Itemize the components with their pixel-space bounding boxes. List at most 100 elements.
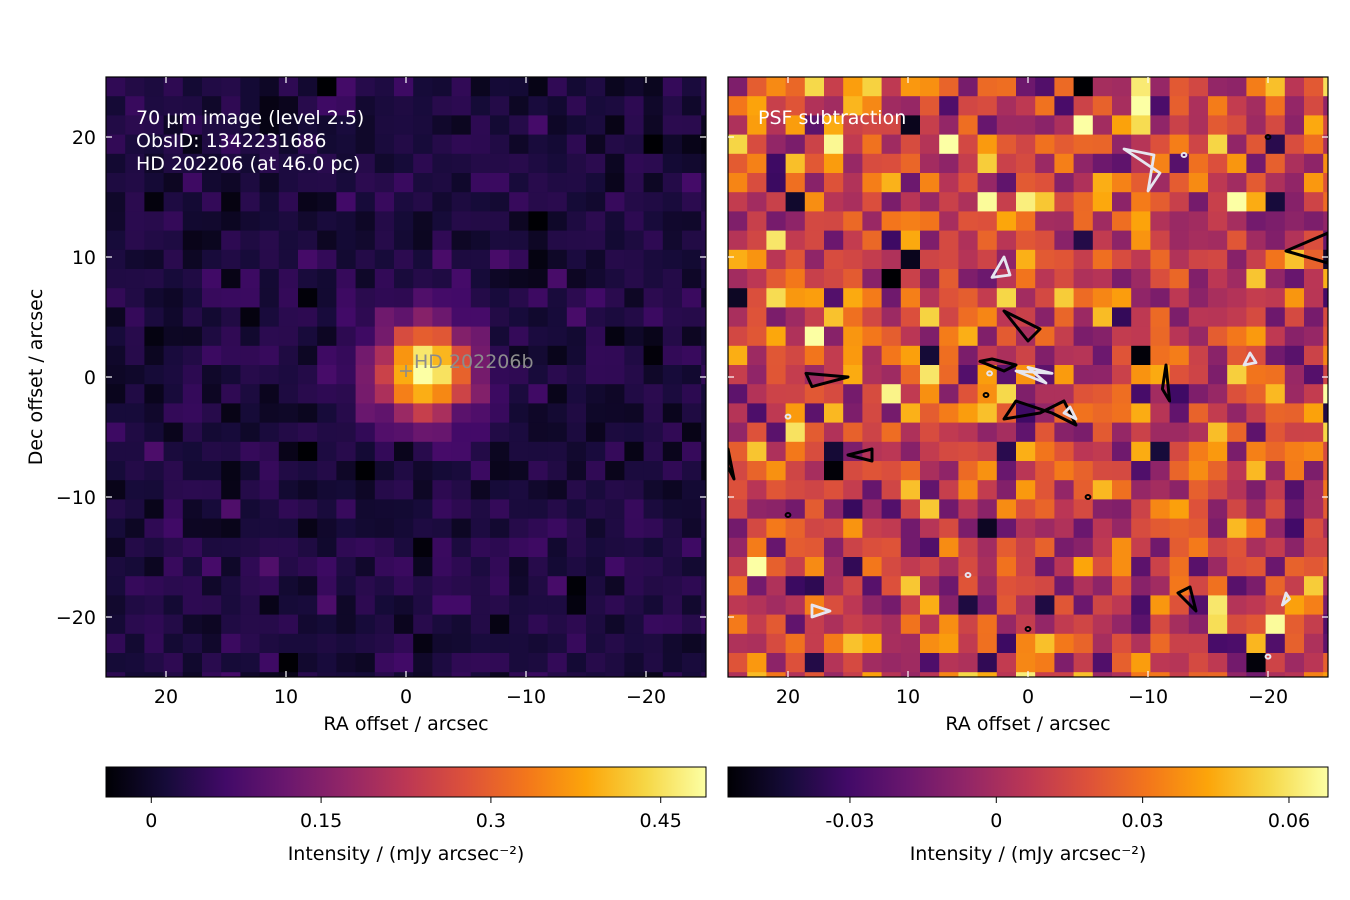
right-image-pixel: [1092, 653, 1113, 673]
left-image-pixel: [125, 384, 145, 404]
right-image-pixel: [862, 403, 883, 424]
right-image-pixel: [1304, 153, 1324, 174]
right-image-pixel: [996, 326, 1017, 347]
right-image-pixel: [1227, 691, 1247, 711]
right-image-pixel: [1208, 403, 1228, 424]
right-image-pixel: [747, 77, 767, 97]
right-image-pixel: [1188, 403, 1209, 424]
right-image-pixel: [785, 153, 806, 174]
x-tick-label: −20: [1248, 686, 1288, 708]
right-image-pixel: [747, 384, 767, 404]
left-image-pixel: [643, 96, 664, 116]
left-image-pixel: [336, 96, 357, 116]
right-image-pixel: [862, 691, 882, 711]
left-image-pixel: [470, 307, 491, 328]
left-image-pixel: [605, 96, 625, 116]
left-image-pixel: [374, 269, 395, 289]
right-image-pixel: [881, 576, 902, 596]
left-image-pixel: [298, 365, 318, 385]
right-image-pixel: [939, 480, 959, 500]
left-image-pixel: [413, 518, 433, 539]
left-image-pixel: [432, 384, 453, 404]
left-image-pixel: [240, 269, 261, 289]
left-image-pixel: [490, 441, 510, 462]
left-image-pixel: [336, 691, 356, 711]
left-image-pixel: [163, 518, 184, 539]
left-image-pixel: [394, 441, 414, 462]
right-image-pixel: [862, 557, 883, 577]
right-image-pixel: [1284, 269, 1305, 289]
left-image-pixel: [624, 345, 645, 366]
left-image-pixel: [586, 403, 606, 424]
right-image-pixel: [958, 499, 979, 520]
left-image-pixel: [643, 365, 664, 385]
left-image-pixel: [662, 288, 683, 308]
left-image-pixel: [221, 595, 241, 616]
left-image-pixel: [509, 672, 529, 677]
left-image-pixel: [202, 653, 222, 673]
left-image-pixel: [470, 518, 491, 539]
right-image-pixel: [1150, 557, 1171, 577]
left-image-pixel: [278, 480, 299, 500]
left-image-pixel: [451, 269, 472, 289]
right-image-pixel: [824, 307, 844, 328]
right-image-pixel: [1304, 192, 1324, 212]
left-image-pixel: [701, 365, 706, 385]
left-image-pixel: [163, 403, 184, 424]
right-image-pixel: [843, 269, 863, 289]
left-image-pixel: [567, 691, 587, 711]
right-image-pixel: [1265, 499, 1286, 520]
right-image-pixel: [862, 365, 883, 385]
right-image-pixel: [1131, 441, 1151, 462]
left-image-pixel: [259, 480, 280, 500]
left-image-pixel: [509, 557, 529, 577]
left-image-pixel: [624, 211, 645, 232]
left-image-pixel: [701, 192, 706, 212]
left-image-pixel: [240, 480, 261, 500]
left-image-pixel: [259, 595, 280, 616]
left-image-pixel: [144, 134, 165, 155]
right-image-pixel: [1304, 422, 1324, 443]
left-image-pixel: [317, 537, 337, 558]
left-image-pixel: [355, 633, 376, 654]
left-image-pixel: [490, 153, 510, 174]
right-image-pixel: [996, 96, 1017, 116]
right-image-pixel: [1131, 96, 1151, 116]
left-image-pixel: [298, 518, 318, 539]
right-image-pixel: [920, 384, 940, 404]
left-image-pixel: [182, 230, 203, 251]
right-image-pixel: [1246, 557, 1267, 577]
left-image-pixel: [566, 153, 587, 174]
right-image-pixel: [1246, 441, 1267, 462]
left-image-pixel: [144, 499, 165, 520]
right-image-pixel: [1284, 326, 1305, 347]
left-image-pixel: [682, 288, 702, 308]
left-image-pixel: [662, 499, 683, 520]
x-tick-label: −10: [1128, 686, 1168, 708]
left-image-pixel: [624, 480, 645, 500]
right-image-pixel: [1054, 269, 1075, 289]
left-image-pixel: [490, 518, 510, 539]
right-image-pixel: [804, 326, 825, 347]
left-image-pixel: [586, 595, 606, 616]
right-image-pixel: [1284, 499, 1305, 520]
left-image-pixel: [624, 614, 645, 635]
left-image-pixel: [605, 77, 625, 97]
left-image-pixel: [298, 230, 318, 251]
right-image-pixel: [1169, 595, 1190, 616]
left-image-pixel: [682, 211, 702, 232]
right-image-pixel: [1131, 249, 1151, 270]
right-image-pixel: [900, 307, 921, 328]
right-image-pixel: [1227, 499, 1247, 520]
left-image-pixel: [163, 211, 184, 232]
left-image-pixel: [547, 134, 568, 155]
right-image-pixel: [1170, 691, 1190, 711]
right-image-pixel: [1169, 518, 1190, 539]
right-image-pixel: [920, 230, 940, 251]
left-image-pixel: [298, 153, 318, 174]
right-image-pixel: [1073, 557, 1094, 577]
right-image-pixel: [804, 461, 825, 481]
right-image-pixel: [1304, 403, 1324, 424]
right-image-pixel: [1227, 115, 1247, 136]
right-image-pixel: [996, 480, 1017, 500]
